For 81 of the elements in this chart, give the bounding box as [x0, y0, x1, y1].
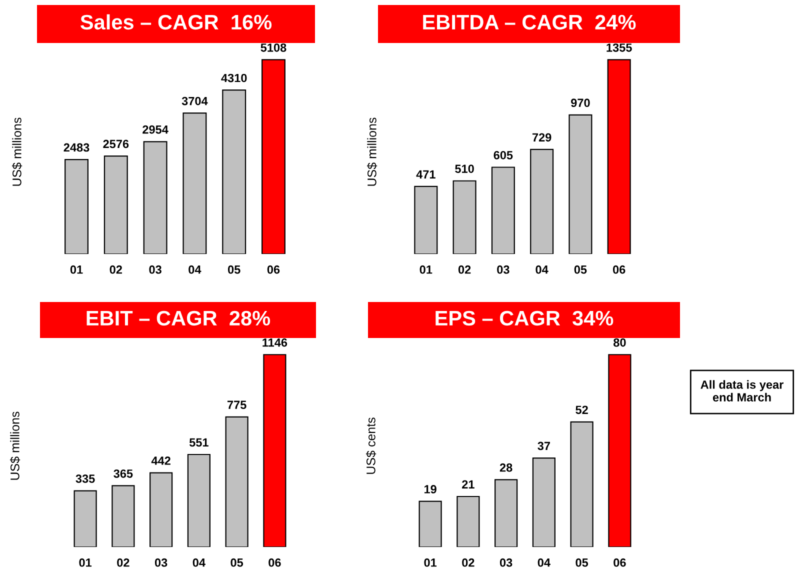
x-tick-label: 01 — [79, 558, 92, 567]
y-axis-title: US$ cents — [366, 418, 376, 474]
data-label: 510 — [455, 164, 474, 173]
data-label: 471 — [416, 170, 436, 178]
data-label: 2483 — [64, 143, 90, 152]
data-label: 37 — [538, 442, 550, 450]
bar — [608, 354, 632, 547]
x-tick-label: 06 — [267, 265, 280, 274]
x-tick-label: 05 — [228, 265, 240, 274]
x-tick-label: 05 — [230, 558, 244, 567]
data-label: 2576 — [103, 140, 129, 148]
data-label: 1355 — [606, 43, 632, 52]
bar — [104, 155, 128, 254]
bar — [263, 354, 286, 547]
x-tick-label: 02 — [117, 558, 130, 567]
data-label: 19 — [424, 485, 436, 494]
data-label: 2954 — [142, 125, 168, 134]
y-axis-title: US$ millions — [10, 412, 20, 480]
x-tick-label: 06 — [614, 558, 626, 567]
x-tick-label: 05 — [576, 558, 588, 567]
x-tick-label: 04 — [536, 265, 548, 274]
data-label: 729 — [532, 133, 552, 142]
bar — [182, 112, 207, 254]
x-tick-label: 03 — [500, 558, 512, 567]
chart-title: EPS – CAGR 34% — [436, 310, 614, 326]
bar — [225, 416, 248, 547]
text: All data is year end March — [700, 380, 784, 402]
x-tick-label: 06 — [612, 265, 626, 274]
y-axis-title: US$ millions — [12, 118, 22, 186]
data-label: 4310 — [221, 74, 247, 82]
x-tick-label: 03 — [149, 265, 162, 274]
bar — [530, 148, 554, 254]
data-label: 52 — [576, 406, 588, 414]
x-tick-label: 06 — [268, 558, 281, 567]
data-label: 3704 — [182, 96, 208, 106]
bar — [112, 485, 135, 547]
x-tick-label: 02 — [462, 558, 474, 567]
data-label: 775 — [227, 400, 246, 410]
bar — [414, 186, 438, 254]
x-tick-label: 03 — [154, 558, 168, 567]
bar — [74, 490, 97, 547]
x-tick-label: 04 — [192, 558, 206, 567]
data-label: 605 — [494, 151, 513, 160]
x-tick-label: 01 — [424, 558, 437, 567]
bar — [491, 166, 515, 254]
bar — [532, 457, 556, 547]
data-label: 5108 — [260, 43, 286, 52]
y-axis-title: US$ millions — [366, 118, 378, 186]
bar — [452, 180, 476, 254]
data-label: 80 — [614, 338, 626, 347]
x-tick-label: 04 — [538, 558, 550, 567]
x-tick-label: 05 — [574, 265, 587, 274]
bar — [143, 141, 168, 254]
x-tick-label: 04 — [188, 265, 202, 274]
x-tick-label: 03 — [497, 265, 510, 274]
bar — [418, 500, 442, 547]
x-tick-label: 01 — [70, 265, 83, 274]
data-label: 442 — [151, 456, 170, 465]
chart-title: EBITDA – CAGR 24% — [423, 14, 636, 30]
data-label: 28 — [500, 463, 512, 472]
bar — [568, 114, 592, 254]
x-tick-label: 02 — [110, 265, 122, 274]
chart-title: EBIT – CAGR 28% — [86, 310, 270, 326]
data-label: 551 — [189, 438, 208, 447]
data-label: 365 — [114, 469, 133, 478]
data-label: 1146 — [262, 338, 288, 347]
chart-title: Sales – CAGR 16% — [80, 14, 272, 30]
bar — [222, 90, 246, 254]
bar — [607, 59, 631, 254]
bar — [187, 454, 210, 547]
bar — [494, 479, 518, 547]
data-label: 335 — [76, 474, 95, 483]
bar — [262, 59, 286, 254]
bar — [570, 421, 594, 547]
data-label: 21 — [462, 480, 474, 488]
data-label: 970 — [571, 98, 590, 108]
x-tick-label: 01 — [420, 265, 432, 274]
x-tick-label: 02 — [458, 265, 471, 274]
bar — [456, 496, 480, 547]
bar — [64, 159, 88, 254]
bar — [150, 472, 173, 547]
